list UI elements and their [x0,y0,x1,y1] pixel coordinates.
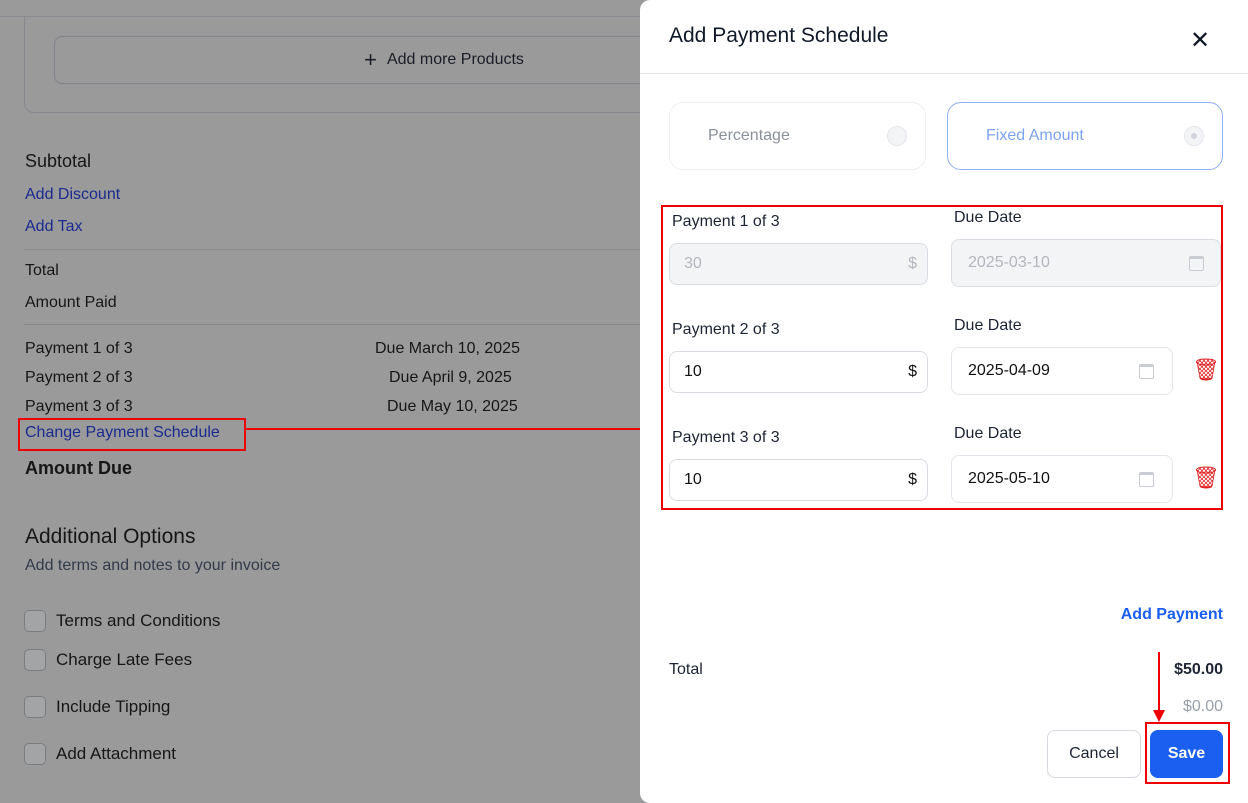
annotation-arrow [1158,652,1160,712]
subtotal-label: Subtotal [25,151,92,171]
trash-icon[interactable]: 🗑 [1192,357,1220,382]
divider [24,249,640,250]
due-date-label: Due Date [954,317,1022,334]
additional-options-subtitle: Add terms and notes to your invoice [25,557,281,574]
option-label: Include Tipping [56,697,171,716]
checkbox[interactable] [24,743,46,765]
amount-input[interactable]: 30 $ [669,243,928,285]
annotation-box [661,205,1223,510]
add-tax-link[interactable]: Add Tax [25,218,83,235]
divider [0,16,640,17]
add-products-button[interactable]: + Add more Products [54,36,674,84]
cancel-button[interactable]: Cancel [1047,730,1141,778]
due-date-input[interactable]: 2025-04-09 [951,347,1173,395]
date-value: 2025-03-10 [968,254,1050,271]
annotation-box [18,418,246,451]
amount-input[interactable]: 10 $ [669,459,928,501]
total-label: Total [669,661,703,678]
remaining-value: $0.00 [1182,698,1223,715]
checkbox[interactable] [24,696,46,718]
drawer-title: Add Payment Schedule [669,24,889,47]
payment-label: Payment 1 of 3 [25,340,133,357]
option-label: Terms and Conditions [56,611,221,630]
add-discount-link[interactable]: Add Discount [25,186,121,203]
amount-value: 30 [684,255,702,272]
due-date-label: Due Date [954,209,1022,226]
payment-schedule-drawer [640,0,1248,803]
payment-due: Due April 9, 2025 [389,369,512,386]
plus-icon: + [364,47,377,72]
amount-value: 10 [684,471,702,488]
annotation-arrow [246,428,656,430]
additional-options-title: Additional Options [25,525,196,548]
amount-paid-label: Amount Paid [25,294,117,311]
dollar-icon: $ [908,363,917,380]
amount-due-label: Amount Due [25,458,132,478]
option-label: Add Attachment [56,744,177,763]
add-products-label: Add more Products [386,51,524,68]
checkbox[interactable] [24,610,46,632]
percentage-option[interactable]: Percentage [669,102,926,170]
payment-row-label: Payment 1 of 3 [672,213,780,230]
total-value: $50.00 [1174,661,1223,678]
late-fees-checkbox-row[interactable]: Charge Late Fees [24,649,192,671]
change-payment-schedule-link[interactable]: Change Payment Schedule [25,424,220,441]
radio[interactable] [887,126,907,146]
date-value: 2025-04-09 [968,362,1050,379]
fixed-amount-option[interactable]: Fixed Amount [947,102,1223,170]
terms-checkbox-row[interactable]: Terms and Conditions [24,610,220,632]
arrow-head-icon [1153,710,1165,722]
annotation-box [1145,722,1230,784]
due-date-label: Due Date [954,425,1022,442]
add-payment-link[interactable]: Add Payment [1120,606,1223,623]
close-icon[interactable]: ✕ [1190,27,1211,54]
option-label: Percentage [708,127,790,144]
save-button[interactable]: Save [1150,730,1223,778]
calendar-icon[interactable] [1139,363,1154,379]
checkbox[interactable] [24,649,46,671]
tipping-checkbox-row[interactable]: Include Tipping [24,696,170,718]
option-label: Charge Late Fees [56,650,193,669]
due-date-input[interactable]: 2025-03-10 [951,239,1221,287]
due-date-input[interactable]: 2025-05-10 [951,455,1173,503]
payment-label: Payment 2 of 3 [25,369,133,386]
option-label: Fixed Amount [986,127,1084,144]
payment-row-label: Payment 2 of 3 [672,321,780,338]
attachment-checkbox-row[interactable]: Add Attachment [24,743,176,765]
page-overlay [0,0,640,803]
amount-value: 10 [684,363,702,380]
payment-due: Due March 10, 2025 [375,340,520,357]
dollar-icon: $ [908,255,917,272]
trash-icon[interactable]: 🗑 [1192,465,1220,490]
dollar-icon: $ [908,471,917,488]
payment-due: Due May 10, 2025 [387,398,518,415]
calendar-icon[interactable] [1139,471,1154,487]
calendar-icon[interactable] [1189,255,1204,271]
payment-row-label: Payment 3 of 3 [672,429,780,446]
payment-label: Payment 3 of 3 [25,398,133,415]
divider [640,73,1248,74]
total-label: Total [25,262,59,279]
amount-input[interactable]: 10 $ [669,351,928,393]
divider [24,324,640,325]
date-value: 2025-05-10 [968,470,1050,487]
radio-selected[interactable] [1184,126,1204,146]
